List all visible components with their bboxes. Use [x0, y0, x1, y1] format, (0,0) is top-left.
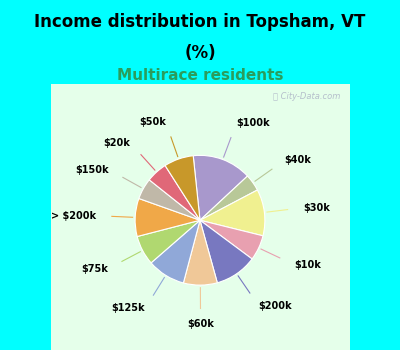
Text: $10k: $10k — [294, 260, 321, 270]
Wedge shape — [200, 176, 257, 220]
Wedge shape — [135, 198, 200, 237]
Text: Income distribution in Topsham, VT: Income distribution in Topsham, VT — [34, 13, 366, 31]
Text: ⓘ City-Data.com: ⓘ City-Data.com — [273, 92, 340, 101]
Wedge shape — [149, 166, 200, 220]
Text: $40k: $40k — [285, 155, 312, 165]
Text: $200k: $200k — [259, 301, 292, 311]
Text: Multirace residents: Multirace residents — [117, 68, 283, 83]
Wedge shape — [200, 220, 252, 283]
Wedge shape — [200, 220, 263, 259]
Wedge shape — [137, 220, 200, 263]
Text: $20k: $20k — [104, 138, 130, 148]
Wedge shape — [193, 155, 248, 220]
Wedge shape — [183, 220, 217, 285]
Text: $100k: $100k — [236, 118, 270, 128]
Wedge shape — [139, 180, 200, 220]
Text: $30k: $30k — [303, 203, 330, 213]
Wedge shape — [200, 190, 265, 236]
Text: $150k: $150k — [76, 165, 109, 175]
Text: (%): (%) — [184, 44, 216, 62]
Text: $50k: $50k — [139, 117, 166, 127]
Text: $60k: $60k — [187, 319, 214, 329]
Wedge shape — [151, 220, 200, 283]
Text: $75k: $75k — [81, 264, 108, 274]
Text: > $200k: > $200k — [51, 211, 96, 220]
Text: $125k: $125k — [112, 303, 145, 313]
Wedge shape — [165, 156, 200, 220]
